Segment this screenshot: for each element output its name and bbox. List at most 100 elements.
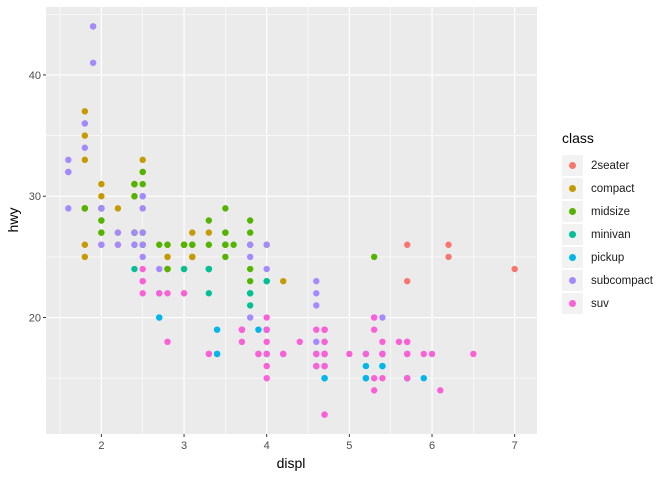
point-subcompact [246, 314, 254, 321]
legend-item-suv: suv [562, 292, 653, 315]
point-suv [470, 350, 477, 358]
point-compact [114, 205, 122, 212]
point-pickup [213, 326, 221, 333]
point-subcompact [131, 241, 138, 248]
point-pickup [362, 374, 370, 382]
point-pickup [420, 374, 427, 382]
point-suv [238, 326, 246, 333]
point-midsize [164, 241, 171, 248]
point-midsize [81, 205, 89, 212]
x-axis: 2 3 4 5 6 7 [98, 434, 518, 452]
legend-label: minivan [591, 228, 631, 241]
point-2seater [445, 253, 452, 261]
point-suv [321, 338, 328, 346]
point-subcompact [65, 168, 72, 176]
legend-key [562, 224, 583, 245]
point-compact [164, 253, 171, 261]
legend-title: class [562, 130, 594, 146]
point-suv [346, 350, 353, 358]
point-midsize [246, 277, 254, 285]
point-pickup [255, 326, 262, 333]
legend-key [562, 155, 583, 176]
point-subcompact [246, 253, 254, 261]
point-suv [437, 387, 444, 394]
point-subcompact [313, 302, 320, 309]
point-subcompact [89, 23, 97, 30]
point-suv [321, 411, 328, 418]
point-subcompact [89, 59, 97, 67]
point-subcompact [156, 265, 163, 273]
x-tick-label: 2 [98, 440, 104, 452]
point-midsize [189, 241, 196, 248]
point-compact [81, 241, 89, 248]
point-suv [164, 290, 171, 297]
point-suv [263, 350, 270, 358]
point-suv [321, 326, 328, 333]
point-suv [139, 277, 146, 285]
point-suv [313, 350, 320, 358]
point-subcompact [81, 144, 89, 151]
point-midsize [246, 217, 254, 224]
point-minivan [246, 302, 254, 309]
x-axis-title: displ [277, 455, 306, 471]
point-subcompact [139, 193, 146, 200]
legend-item-subcompact: subcompact [562, 269, 653, 292]
point-compact [98, 180, 105, 188]
point-subcompact [246, 241, 254, 248]
legend-key [562, 247, 583, 268]
point-subcompact [139, 241, 146, 248]
point-minivan [131, 265, 138, 273]
point-minivan [263, 277, 270, 285]
point-suv [263, 362, 270, 370]
point-midsize [180, 241, 188, 248]
point-suv [395, 338, 403, 346]
point-subcompact [114, 241, 122, 248]
y-axis: 20 30 40 [29, 70, 46, 325]
y-tick-label: 20 [29, 313, 41, 325]
point-midsize [230, 241, 237, 248]
point-midsize [98, 229, 105, 236]
legend-dot-icon [569, 300, 576, 307]
point-subcompact [313, 338, 320, 346]
point-suv [370, 314, 378, 321]
point-suv [164, 338, 171, 346]
point-compact [139, 156, 146, 164]
point-subcompact [65, 205, 72, 212]
point-compact [81, 108, 89, 115]
point-suv [263, 338, 270, 346]
point-suv [313, 362, 320, 370]
legend-item-2seater: 2seater [562, 154, 653, 177]
x-tick-label: 6 [429, 440, 435, 452]
point-midsize [156, 241, 163, 248]
legend-items: 2seater compact midsize minivan pickup subcom… [562, 154, 653, 315]
x-tick-label: 4 [264, 440, 270, 452]
point-pickup [213, 350, 221, 358]
legend-label: suv [591, 297, 609, 310]
point-suv [321, 350, 328, 358]
point-suv [370, 326, 378, 333]
point-suv [362, 350, 370, 358]
legend-dot-icon [569, 162, 576, 169]
legend-label: compact [591, 182, 635, 195]
point-suv [370, 374, 378, 382]
point-pickup [379, 362, 386, 370]
point-suv [379, 374, 386, 382]
point-2seater [445, 241, 452, 248]
point-2seater [404, 277, 411, 285]
legend-dot-icon [569, 277, 576, 284]
y-tick-label: 30 [29, 191, 41, 203]
point-midsize [205, 241, 213, 248]
point-suv [238, 338, 246, 346]
x-tick-label: 7 [512, 440, 518, 452]
point-compact [205, 229, 213, 236]
legend-dot-icon [569, 231, 576, 238]
point-pickup [362, 362, 370, 370]
y-tick-label: 40 [29, 70, 41, 82]
point-suv [370, 387, 378, 394]
point-midsize [164, 265, 171, 273]
point-midsize [222, 205, 229, 212]
point-midsize [222, 229, 229, 236]
point-minivan [180, 265, 188, 273]
point-minivan [246, 290, 254, 297]
